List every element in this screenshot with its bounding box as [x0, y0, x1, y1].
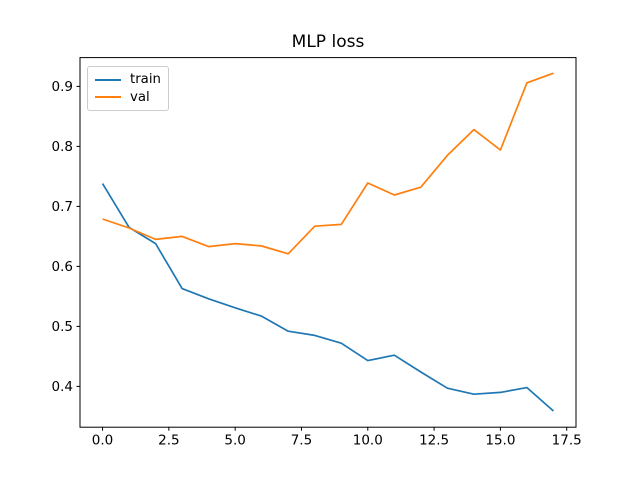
chart-title: MLP loss — [291, 32, 365, 52]
axes-frame — [79, 57, 577, 428]
x-tick-label: 0.0 — [92, 433, 113, 449]
val-line — [102, 72, 554, 255]
y-tick-label: 0.8 — [52, 139, 73, 155]
y-tick-label: 0.7 — [52, 199, 73, 215]
train-line-swatch — [95, 78, 121, 81]
x-tick-label: 10.0 — [353, 433, 383, 449]
legend-item-train: train — [95, 73, 161, 86]
legend-label-val: val — [130, 89, 150, 105]
x-tick-label: 2.5 — [158, 433, 179, 449]
x-tick-label: 12.5 — [419, 433, 449, 449]
legend: train val — [87, 66, 169, 111]
y-tick-label: 0.4 — [52, 379, 73, 395]
train-line — [101, 183, 555, 412]
legend-label-train: train — [130, 72, 161, 88]
legend-item-val: val — [95, 89, 161, 105]
val-line-swatch — [95, 96, 121, 99]
x-tick-label: 15.0 — [485, 433, 515, 449]
y-tick-label: 0.6 — [52, 259, 73, 275]
x-tick-label: 5.0 — [224, 433, 245, 449]
x-tick-label: 17.5 — [552, 433, 582, 449]
y-tick-label: 0.5 — [52, 319, 73, 335]
y-tick-label: 0.9 — [52, 79, 73, 95]
x-tick-label: 7.5 — [291, 433, 312, 449]
